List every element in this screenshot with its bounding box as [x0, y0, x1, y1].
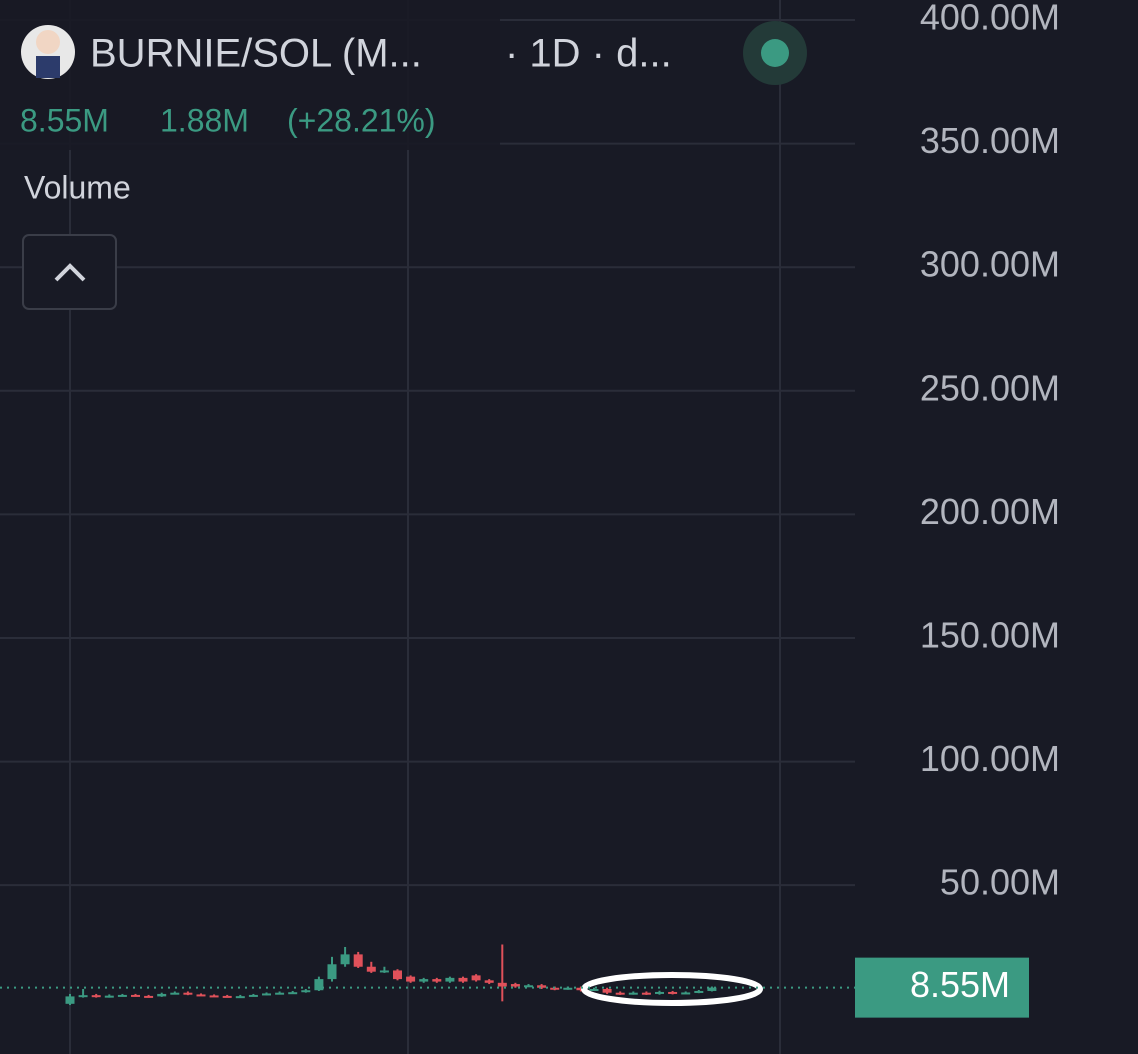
candle-body — [628, 992, 638, 995]
candle-body — [681, 992, 691, 995]
y-tick-label: 150.00M — [920, 615, 1060, 656]
plot — [65, 944, 717, 1006]
candle-body — [563, 987, 573, 990]
candle-body — [550, 987, 560, 990]
symbol-title: BURNIE/SOL (M... — [90, 32, 422, 76]
candle-body — [471, 975, 481, 981]
candle-body — [484, 980, 494, 983]
candle-body — [209, 995, 219, 998]
candle-body — [314, 979, 324, 991]
last-price-label: 8.55M — [910, 964, 1010, 1005]
candle-body — [196, 994, 206, 997]
avatar-face — [36, 30, 60, 54]
candle-body — [340, 954, 350, 965]
candle-body — [641, 992, 651, 995]
header-value: 1.88M — [160, 102, 249, 138]
header-value: 8.55M — [20, 102, 109, 138]
candle-body — [589, 988, 599, 991]
candle-body — [131, 994, 140, 997]
candle-body — [406, 976, 416, 982]
interval: · 1D · d... — [505, 32, 672, 76]
y-tick-label: 100.00M — [920, 738, 1060, 779]
candle-body — [78, 995, 88, 998]
y-tick-label: 300.00M — [920, 244, 1060, 285]
candle-body — [353, 954, 363, 967]
candle-body — [91, 995, 101, 998]
candle-body — [707, 987, 717, 991]
y-tick-label: 50.00M — [940, 862, 1060, 903]
candle-body — [668, 991, 678, 994]
last-price-tag — [855, 957, 1029, 1018]
candle-body — [510, 984, 520, 987]
chevron-up — [54, 263, 86, 282]
candle-body — [445, 977, 455, 982]
y-tick-label: 200.00M — [920, 491, 1060, 532]
candle-body — [183, 992, 193, 995]
candle-body — [432, 979, 442, 982]
y-tick-label: 400.00M — [920, 0, 1060, 38]
candle-body — [262, 993, 271, 996]
collapse-button[interactable] — [22, 234, 117, 310]
candle-body — [366, 966, 376, 972]
y-tick-label: 350.00M — [920, 120, 1060, 161]
candle-body — [537, 985, 547, 988]
candle-body — [393, 970, 402, 980]
avatar-figure — [36, 56, 60, 78]
candle-body — [65, 996, 75, 1004]
candle-body — [576, 987, 586, 991]
candle-body — [104, 995, 114, 998]
candle-body — [157, 993, 167, 997]
candle-body — [694, 990, 704, 993]
header-value: (+28.21%) — [287, 102, 436, 138]
indicator-label: Volume — [24, 169, 131, 205]
candle-body — [222, 995, 232, 998]
candle-body — [655, 991, 664, 994]
candle-body — [419, 979, 429, 982]
hand-drawn-circle — [581, 972, 763, 1006]
y-tick-label: 250.00M — [920, 367, 1060, 408]
candle-body — [248, 994, 258, 997]
legend-backdrop — [0, 0, 500, 150]
candle-body — [458, 977, 468, 982]
candle-body — [144, 995, 154, 998]
candle-body — [615, 992, 625, 995]
candle-body — [288, 992, 298, 995]
candle-body — [235, 996, 245, 999]
candle-body — [327, 964, 337, 980]
status-dot — [761, 39, 789, 67]
candle-body — [170, 992, 180, 995]
candle-body — [379, 970, 389, 973]
candle-body — [301, 990, 311, 993]
candle-body — [524, 985, 533, 988]
candle-body — [602, 988, 612, 993]
candle-body — [117, 994, 127, 997]
candle-body — [497, 982, 507, 987]
candle-body — [275, 992, 285, 995]
